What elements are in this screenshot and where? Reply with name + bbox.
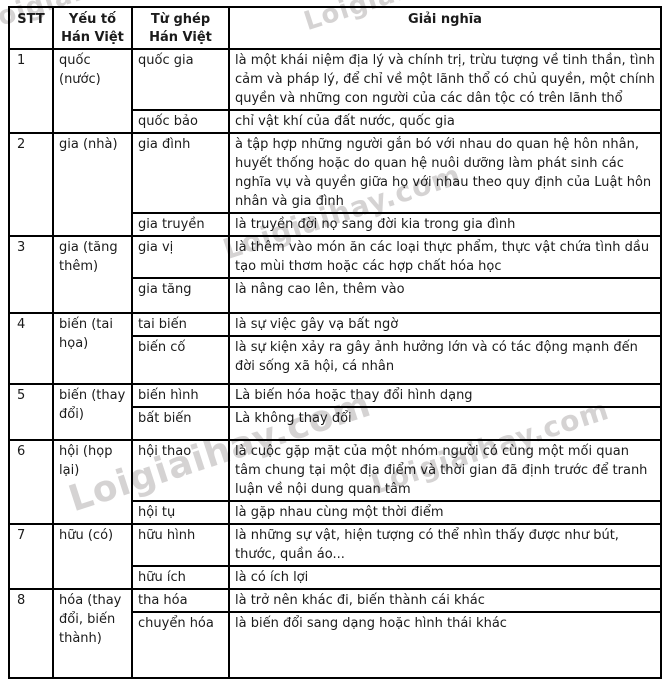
word-cell: hội tụ <box>131 500 230 525</box>
meaning-cell: là những sự vật, hiện tượng có thể nhìn … <box>228 523 662 567</box>
table-row: biến cố là sự kiện xảy ra gây ảnh hưởng … <box>9 335 662 385</box>
header-tu-ghep-line2: Hán Việt <box>149 30 212 45</box>
header-stt: STT <box>8 6 54 50</box>
header-tu-ghep: Từ ghép Hán Việt <box>131 6 230 50</box>
table-row: 8 hóa (thay đổi, biến thành) tha hóa là … <box>8 588 662 679</box>
meaning-cell: là thêm vào món ăn các loại thực phẩm, t… <box>228 235 662 279</box>
element-cell: hội (họp lại) <box>52 439 133 525</box>
header-stt-label: STT <box>17 12 45 27</box>
meaning-cell: là truyền đời nọ sang đời kia trong gia … <box>228 212 662 237</box>
stt-cell: 5 <box>8 383 54 441</box>
word-cell: chuyển hóa <box>131 611 230 679</box>
table-row: gia truyền là truyền đời nọ sang đời kia… <box>9 212 662 237</box>
table-row: bất biến Là không thay đổi <box>9 406 662 441</box>
meaning-cell: là trở nên khác đi, biến thành cái khác <box>228 588 662 613</box>
stt-cell: 8 <box>8 588 54 679</box>
table-row: 6 hội (họp lại) hội thao là cuộc gặp mặt… <box>8 439 662 525</box>
word-cell: gia truyền <box>131 212 230 237</box>
meaning-cell: là nâng cao lên, thêm vào <box>228 277 662 314</box>
meaning-cell: là sự kiện xảy ra gây ảnh hưởng lớn và c… <box>228 335 662 385</box>
table-header-row: STT Yếu tố Hán Việt Từ ghép Hán Việt Giả… <box>8 6 662 50</box>
word-cell: biến hình <box>131 383 230 408</box>
element-cell: quốc (nước) <box>52 48 133 134</box>
meaning-cell: là sự việc gây vạ bất ngờ <box>228 312 662 337</box>
element-cell: gia (nhà) <box>52 132 133 237</box>
stt-cell: 4 <box>8 312 54 385</box>
meaning-cell: chỉ vật khí của đất nước, quốc gia <box>228 109 662 134</box>
table-row: 5 biến (thay đổi) biến hình Là biến hóa … <box>8 383 662 441</box>
table-row: 4 biến (tai họa) tai biến là sự việc gây… <box>8 312 662 385</box>
han-viet-table: STT Yếu tố Hán Việt Từ ghép Hán Việt Giả… <box>8 6 662 679</box>
header-giai-nghia-label: Giải nghĩa <box>408 12 482 27</box>
word-cell: hữu ích <box>131 565 230 590</box>
word-cell: quốc bảo <box>131 109 230 134</box>
word-cell: tha hóa <box>131 588 230 613</box>
word-cell: gia vị <box>131 235 230 279</box>
word-cell: tai biến <box>131 312 230 337</box>
element-cell: hóa (thay đổi, biến thành) <box>52 588 133 679</box>
meaning-cell: là gặp nhau cùng một thời điểm <box>228 500 662 525</box>
table-row: hữu ích là có ích lợi <box>9 565 662 590</box>
word-cell: gia tăng <box>131 277 230 314</box>
word-cell: quốc gia <box>131 48 230 111</box>
header-yeu-to-line2: Hán Việt <box>61 30 124 45</box>
header-giai-nghia: Giải nghĩa <box>228 6 662 50</box>
stt-cell: 2 <box>8 132 54 237</box>
element-cell: hữu (có) <box>52 523 133 590</box>
stt-cell: 6 <box>8 439 54 525</box>
header-yeu-to: Yếu tố Hán Việt <box>52 6 133 50</box>
header-yeu-to-line1: Yếu tố <box>68 12 117 27</box>
word-cell: hữu hình <box>131 523 230 567</box>
meaning-cell: à tập hợp những người gắn bó với nhau do… <box>228 132 662 214</box>
table-row: hội tụ là gặp nhau cùng một thời điểm <box>9 500 662 525</box>
table-row: quốc bảo chỉ vật khí của đất nước, quốc … <box>9 109 662 134</box>
element-cell: biến (thay đổi) <box>52 383 133 441</box>
meaning-cell: là một khái niệm địa lý và chính trị, tr… <box>228 48 662 111</box>
word-cell: biến cố <box>131 335 230 385</box>
word-cell: hội thao <box>131 439 230 502</box>
table-row: 7 hữu (có) hữu hình là những sự vật, hiệ… <box>8 523 662 590</box>
header-tu-ghep-line1: Từ ghép <box>150 12 211 27</box>
stt-cell: 3 <box>8 235 54 314</box>
meaning-cell: Là không thay đổi <box>228 406 662 441</box>
table-row: 2 gia (nhà) gia đình à tập hợp những ngư… <box>8 132 662 237</box>
stt-cell: 7 <box>8 523 54 590</box>
meaning-cell: là cuộc gặp mặt của một nhóm người có cù… <box>228 439 662 502</box>
meaning-cell: là có ích lợi <box>228 565 662 590</box>
element-cell: gia (tăng thêm) <box>52 235 133 314</box>
meaning-cell: là biến đổi sang dạng hoặc hình thái khá… <box>228 611 662 679</box>
element-cell: biến (tai họa) <box>52 312 133 385</box>
word-cell: gia đình <box>131 132 230 214</box>
table-row: 3 gia (tăng thêm) gia vị là thêm vào món… <box>8 235 662 314</box>
word-cell: bất biến <box>131 406 230 441</box>
table-row: 1 quốc (nước) quốc gia là một khái niệm … <box>8 48 662 134</box>
meaning-cell: Là biến hóa hoặc thay đổi hình dạng <box>228 383 662 408</box>
stt-cell: 1 <box>8 48 54 134</box>
table-row: gia tăng là nâng cao lên, thêm vào <box>9 277 662 314</box>
